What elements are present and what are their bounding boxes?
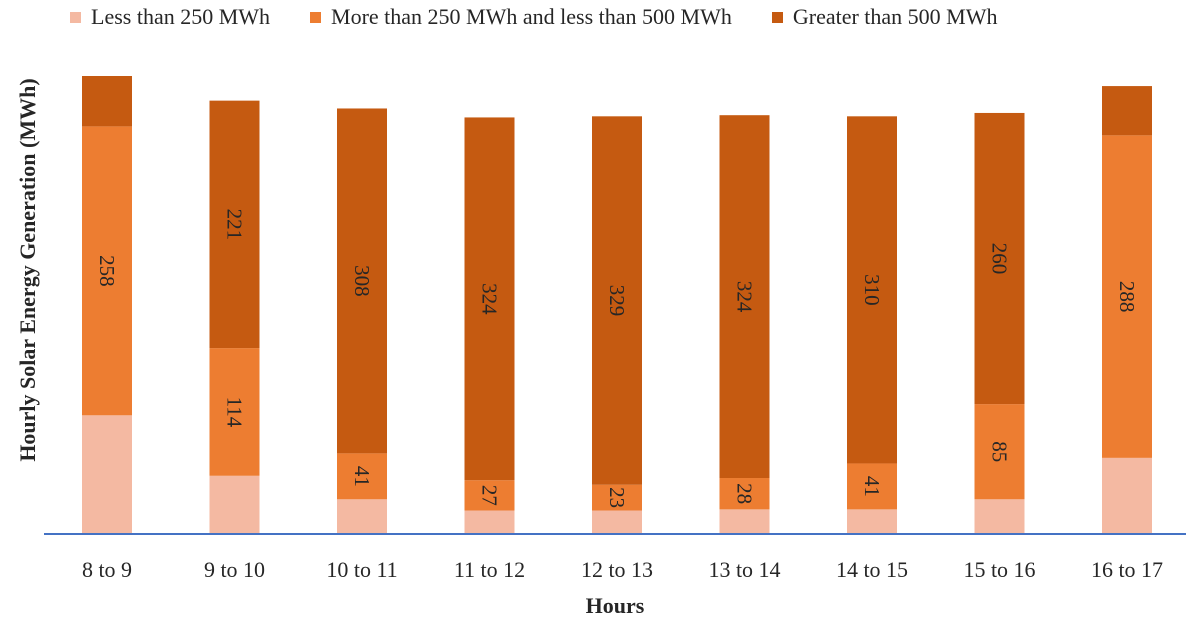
- bar-segment-3-1: [82, 76, 132, 127]
- data-label-2-1: 258: [95, 255, 119, 287]
- bar-segment-3-2: [209, 100, 260, 349]
- bar-segment-3-9: [1102, 86, 1152, 136]
- x-tick-label-7: 14 to 15: [836, 557, 908, 582]
- x-tick-label-2: 9 to 10: [204, 557, 265, 582]
- bar-segment-2-4: [464, 480, 515, 511]
- bar-segment-3-6: [719, 115, 770, 479]
- data-label-2-3: 41: [350, 466, 374, 487]
- bar-segment-1-2: [209, 475, 260, 534]
- x-tick-label-4: 11 to 12: [454, 557, 525, 582]
- bar-segment-1-5: [592, 510, 642, 534]
- data-label-3-7: 310: [860, 274, 884, 306]
- data-label-2-8: 85: [988, 441, 1012, 462]
- bar-segment-3-8: [974, 112, 1025, 405]
- bar-segment-1-9: [1102, 457, 1152, 534]
- bar-segment-2-7: [847, 463, 897, 510]
- legend-swatch-high: [771, 11, 783, 23]
- bar-segment-1-3: [337, 499, 387, 534]
- data-label-2-4: 27: [478, 485, 502, 506]
- data-label-3-5: 329: [605, 285, 629, 317]
- x-tick-label-3: 10 to 11: [326, 557, 397, 582]
- bar-segment-2-5: [592, 484, 642, 511]
- bar-segment-1-4: [464, 510, 515, 534]
- x-tick-label-5: 12 to 13: [581, 557, 653, 582]
- bar-segment-2-6: [719, 478, 770, 510]
- data-label-2-5: 23: [605, 487, 629, 508]
- bar-segment-2-9: [1102, 135, 1152, 458]
- bar-segment-1-8: [974, 499, 1025, 534]
- legend-swatch-mid: [310, 11, 322, 23]
- data-label-3-4: 324: [478, 283, 502, 315]
- data-label-2-6: 28: [733, 483, 757, 504]
- legend: Less than 250 MWh More than 250 MWh and …: [70, 4, 1038, 30]
- x-tick-label-6: 13 to 14: [708, 557, 780, 582]
- data-label-3-8: 260: [988, 243, 1012, 275]
- data-label-2-9: 288: [1115, 281, 1139, 313]
- bar-segment-2-2: [209, 348, 260, 476]
- data-label-3-3: 308: [350, 265, 374, 297]
- bar-segment-3-3: [337, 108, 387, 454]
- data-label-3-6: 324: [733, 281, 757, 313]
- bar-segment-2-8: [974, 404, 1025, 500]
- data-label-3-2: 221: [223, 209, 247, 241]
- bar-segment-1-7: [847, 509, 897, 534]
- legend-item-mid: More than 250 MWh and less than 500 MWh: [310, 4, 732, 30]
- x-tick-label-9: 16 to 17: [1091, 557, 1163, 582]
- x-tick-label-1: 8 to 9: [82, 557, 132, 582]
- bar-segment-3-5: [592, 116, 642, 485]
- bar-segment-2-3: [337, 453, 387, 500]
- data-label-2-7: 41: [860, 476, 884, 497]
- x-axis-title: Hours: [585, 593, 645, 618]
- legend-item-low: Less than 250 MWh: [70, 4, 270, 30]
- legend-label-mid: More than 250 MWh and less than 500 MWh: [331, 4, 732, 29]
- legend-swatch-low: [70, 11, 81, 23]
- legend-item-high: Greater than 500 MWh: [771, 4, 998, 30]
- bar-segment-3-4: [464, 117, 515, 481]
- bar-segment-3-7: [847, 116, 897, 464]
- bar-segment-2-1: [82, 126, 132, 416]
- bar-segment-1-6: [719, 509, 770, 534]
- x-tick-label-8: 15 to 16: [963, 557, 1035, 582]
- legend-label-high: Greater than 500 MWh: [792, 4, 998, 29]
- bar-segment-1-1: [82, 415, 132, 534]
- data-label-2-2: 114: [223, 397, 247, 428]
- legend-label-low: Less than 250 MWh: [91, 4, 271, 29]
